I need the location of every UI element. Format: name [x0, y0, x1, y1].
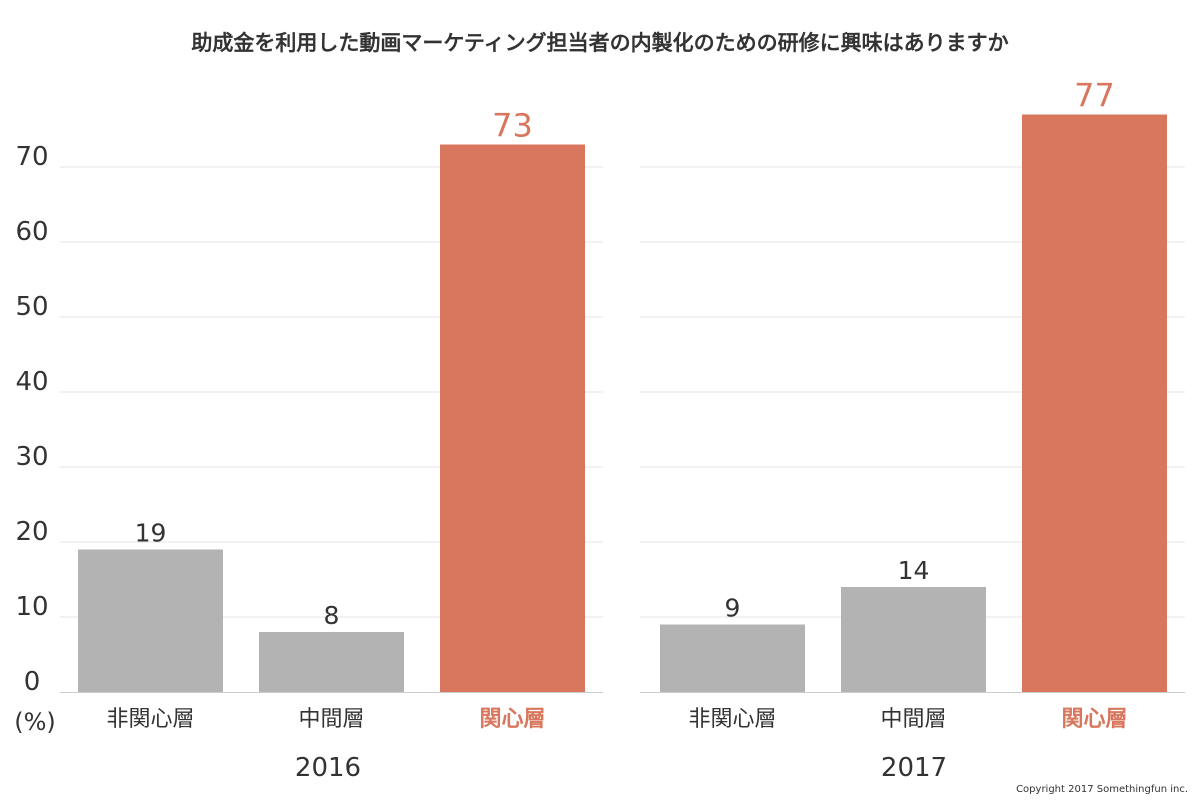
bar-value-label: 14 [898, 556, 930, 585]
y-tick-label: 50 [15, 292, 48, 322]
copyright-text: Copyright 2017 Somethingfun inc. [1016, 784, 1188, 795]
category-label: 非関心層 [688, 707, 776, 732]
bar-value-label: 73 [492, 107, 533, 145]
bar [78, 549, 223, 692]
chart-title: 助成金を利用した動画マーケティング担当者の内製化のための研修に興味はありますか [191, 31, 1008, 55]
y-tick-label: 70 [15, 142, 48, 172]
y-tick-label: 0 [24, 667, 41, 697]
y-axis-unit-label: (%) [14, 708, 56, 736]
category-label: 中間層 [298, 707, 364, 732]
bar [660, 624, 805, 692]
bar [440, 144, 585, 692]
y-tick-label: 30 [15, 442, 48, 472]
y-tick-label: 20 [15, 517, 48, 547]
y-tick-label: 60 [15, 217, 48, 247]
y-tick-label: 40 [15, 367, 48, 397]
bar [841, 587, 986, 692]
grid-lines [60, 166, 1185, 693]
category-label: 中間層 [880, 707, 946, 732]
category-labels: 非関心層 中間層 関心層 2016 非関心層 中間層 関心層 2017 [106, 707, 1127, 783]
bar-value-label: 9 [725, 594, 741, 623]
bar [1022, 114, 1167, 692]
y-axis: 0 10 20 30 40 50 60 70 [15, 142, 48, 697]
bar-value-label: 19 [135, 519, 167, 548]
category-label: 非関心層 [106, 707, 194, 732]
category-label: 関心層 [1061, 707, 1127, 732]
y-tick-label: 10 [15, 592, 48, 622]
bar-value-label: 77 [1074, 77, 1115, 115]
category-label: 関心層 [479, 707, 545, 732]
panel-year-label: 2017 [881, 753, 947, 783]
bars [78, 114, 1167, 692]
data-labels: 19 8 73 9 14 77 [135, 77, 1115, 631]
panel-year-label: 2016 [295, 753, 361, 783]
bar [259, 632, 404, 692]
bar-value-label: 8 [324, 601, 340, 630]
